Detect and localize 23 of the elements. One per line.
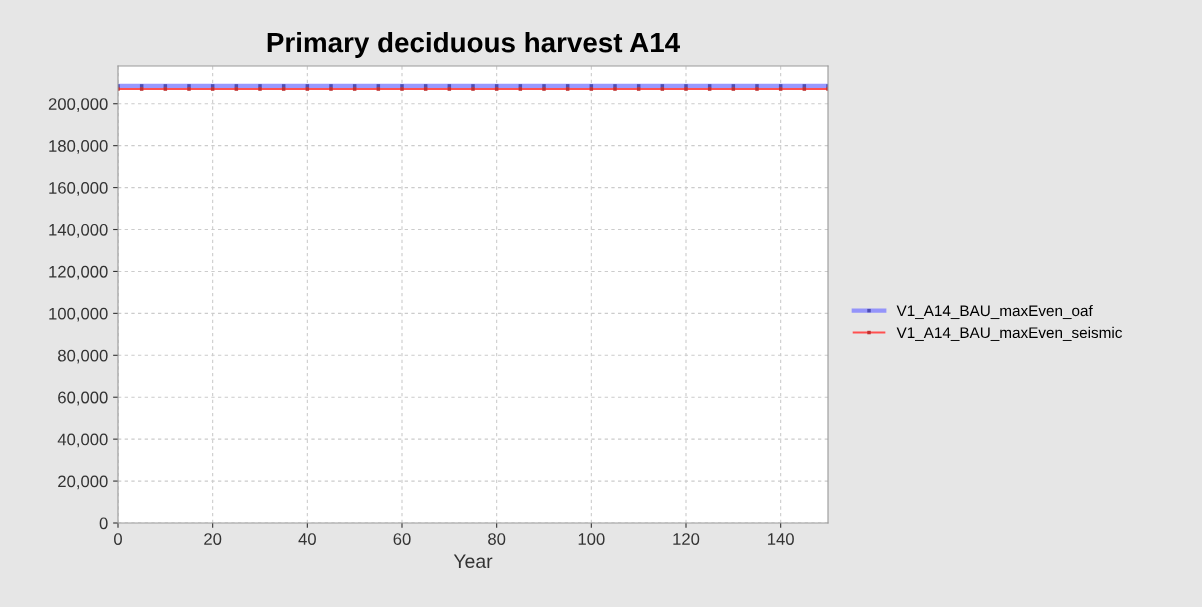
x-tick-label: 120 <box>673 533 700 545</box>
x-tick-label: 60 <box>393 533 411 545</box>
y-tick-label: 40,000 <box>57 433 108 448</box>
y-tick-label: 80,000 <box>58 349 108 364</box>
y-tick-label: 180,000 <box>49 140 108 154</box>
x-tick-label: 80 <box>488 533 506 545</box>
x-tick-label: 40 <box>298 533 316 545</box>
y-tick-label: 160,000 <box>49 181 108 196</box>
x-tick-label: 20 <box>204 533 222 545</box>
y-tick-label: 120,000 <box>49 265 108 280</box>
x-tick-label: 140 <box>768 533 794 545</box>
y-tick-label: 140,000 <box>49 223 108 238</box>
y-tick-label: 20,000 <box>58 475 108 490</box>
x-tick-label: 0 <box>114 533 122 545</box>
y-tick-label: 100,000 <box>49 307 108 322</box>
x-axis-title: Year <box>453 554 493 569</box>
legend-label: V1_A14_BAU_maxEven_oaf <box>896 304 1093 320</box>
x-tick-label: 100 <box>578 533 605 545</box>
y-tick-label: 200,000 <box>48 98 108 112</box>
legend-label: V1_A14_BAU_maxEven_seismic <box>896 326 1123 341</box>
y-tick-label: 60,000 <box>58 391 108 406</box>
chart-title: Primary deciduous harvest A14 <box>267 31 680 58</box>
y-tick-label: 0 <box>99 517 108 530</box>
